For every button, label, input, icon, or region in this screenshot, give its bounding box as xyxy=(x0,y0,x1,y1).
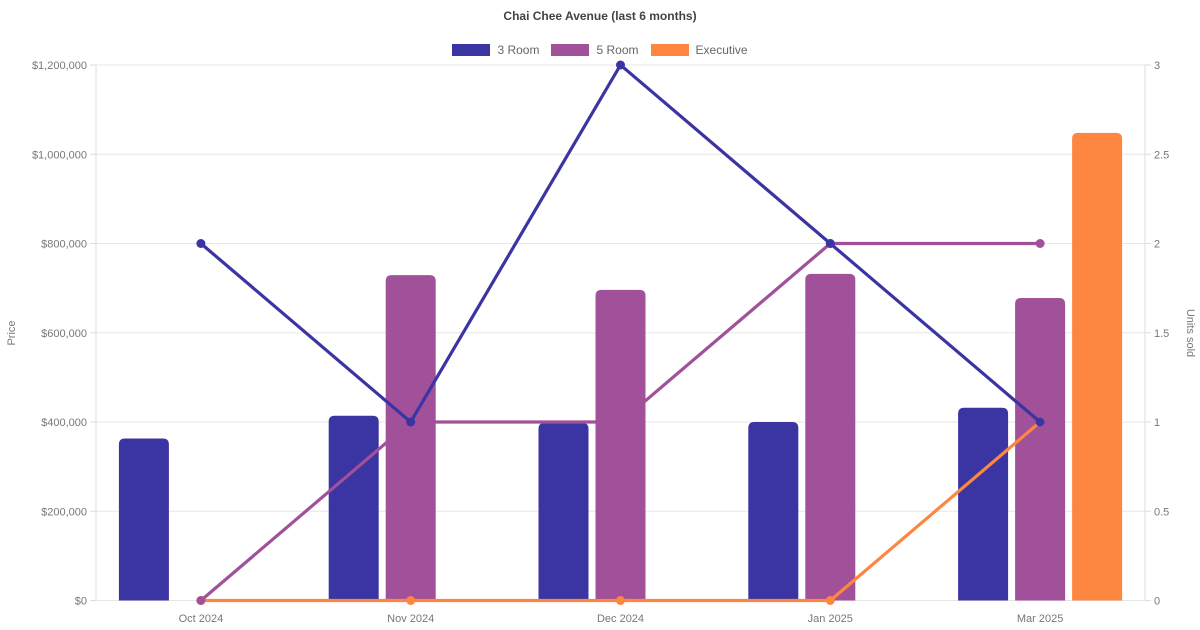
point-3-room-mar-2025 xyxy=(1035,417,1045,427)
point-3-room-nov-2024 xyxy=(406,417,416,427)
legend-label: 3 Room xyxy=(497,43,540,57)
bar-5-room-mar-2025 xyxy=(1015,297,1066,601)
point-3-room-jan-2025 xyxy=(825,239,835,248)
y-right-tick-label: 3 xyxy=(1154,60,1160,72)
y-left-tick-label: $400,000 xyxy=(41,417,87,429)
bar-3-room-jan-2025 xyxy=(748,422,799,601)
bar-3-room-dec-2024 xyxy=(538,422,589,601)
y-left-tick-label: $600,000 xyxy=(41,328,87,340)
point-3-room-oct-2024 xyxy=(196,239,206,248)
legend-item-executive[interactable]: Executive xyxy=(650,43,748,57)
legend-label: Executive xyxy=(695,43,748,57)
y-left-tick-label: $1,200,000 xyxy=(32,60,87,72)
point-executive-jan-2025 xyxy=(825,596,835,605)
y-right-tick-label: 2 xyxy=(1154,239,1160,251)
y-left-tick-label: $0 xyxy=(75,596,87,608)
bar-5-room-dec-2024 xyxy=(595,289,646,601)
y-right-tick-label: 2.5 xyxy=(1154,149,1169,161)
y-right-tick-label: 1 xyxy=(1154,417,1160,429)
bar-3-room-oct-2024 xyxy=(118,438,169,601)
point-5-room-oct-2024 xyxy=(196,596,206,605)
bar-executive-mar-2025 xyxy=(1072,132,1123,601)
bar-3-room-mar-2025 xyxy=(958,407,1009,601)
x-axis-tick-label: Dec 2024 xyxy=(597,613,644,625)
point-executive-dec-2024 xyxy=(616,596,625,605)
bar-5-room-jan-2025 xyxy=(805,273,856,601)
y-left-tick-label: $1,000,000 xyxy=(32,149,87,161)
y-axis-title-units-sold: Units sold xyxy=(1184,308,1196,358)
chart-title: Chai Chee Avenue (last 6 months) xyxy=(503,9,697,23)
y-left-tick-label: $200,000 xyxy=(41,506,87,518)
x-axis-tick-label: Jan 2025 xyxy=(808,613,853,625)
x-axis-tick-label: Nov 2024 xyxy=(387,613,434,625)
legend-swatch-5-room xyxy=(551,44,590,56)
y-right-tick-label: 0.5 xyxy=(1154,506,1169,518)
y-left-tick-label: $800,000 xyxy=(41,239,87,251)
legend: 3 Room 5 Room Executive xyxy=(0,43,1200,57)
x-axis-tick-label: Mar 2025 xyxy=(1017,613,1063,625)
legend-label: 5 Room xyxy=(596,43,639,57)
point-5-room-dec-2024 xyxy=(616,417,625,427)
y-right-tick-label: 0 xyxy=(1154,596,1160,608)
point-executive-nov-2024 xyxy=(406,596,416,605)
point-3-room-dec-2024 xyxy=(616,60,625,70)
x-axis-tick-label: Oct 2024 xyxy=(179,613,224,625)
legend-swatch-3-room xyxy=(452,44,491,56)
bar-3-room-nov-2024 xyxy=(328,415,379,601)
y-right-tick-label: 1.5 xyxy=(1154,328,1169,340)
legend-item-3-room[interactable]: 3 Room xyxy=(452,43,539,57)
bar-5-room-nov-2024 xyxy=(385,275,436,601)
legend-swatch-executive xyxy=(650,44,689,56)
point-5-room-mar-2025 xyxy=(1035,239,1045,248)
legend-item-5-room[interactable]: 5 Room xyxy=(551,43,639,57)
